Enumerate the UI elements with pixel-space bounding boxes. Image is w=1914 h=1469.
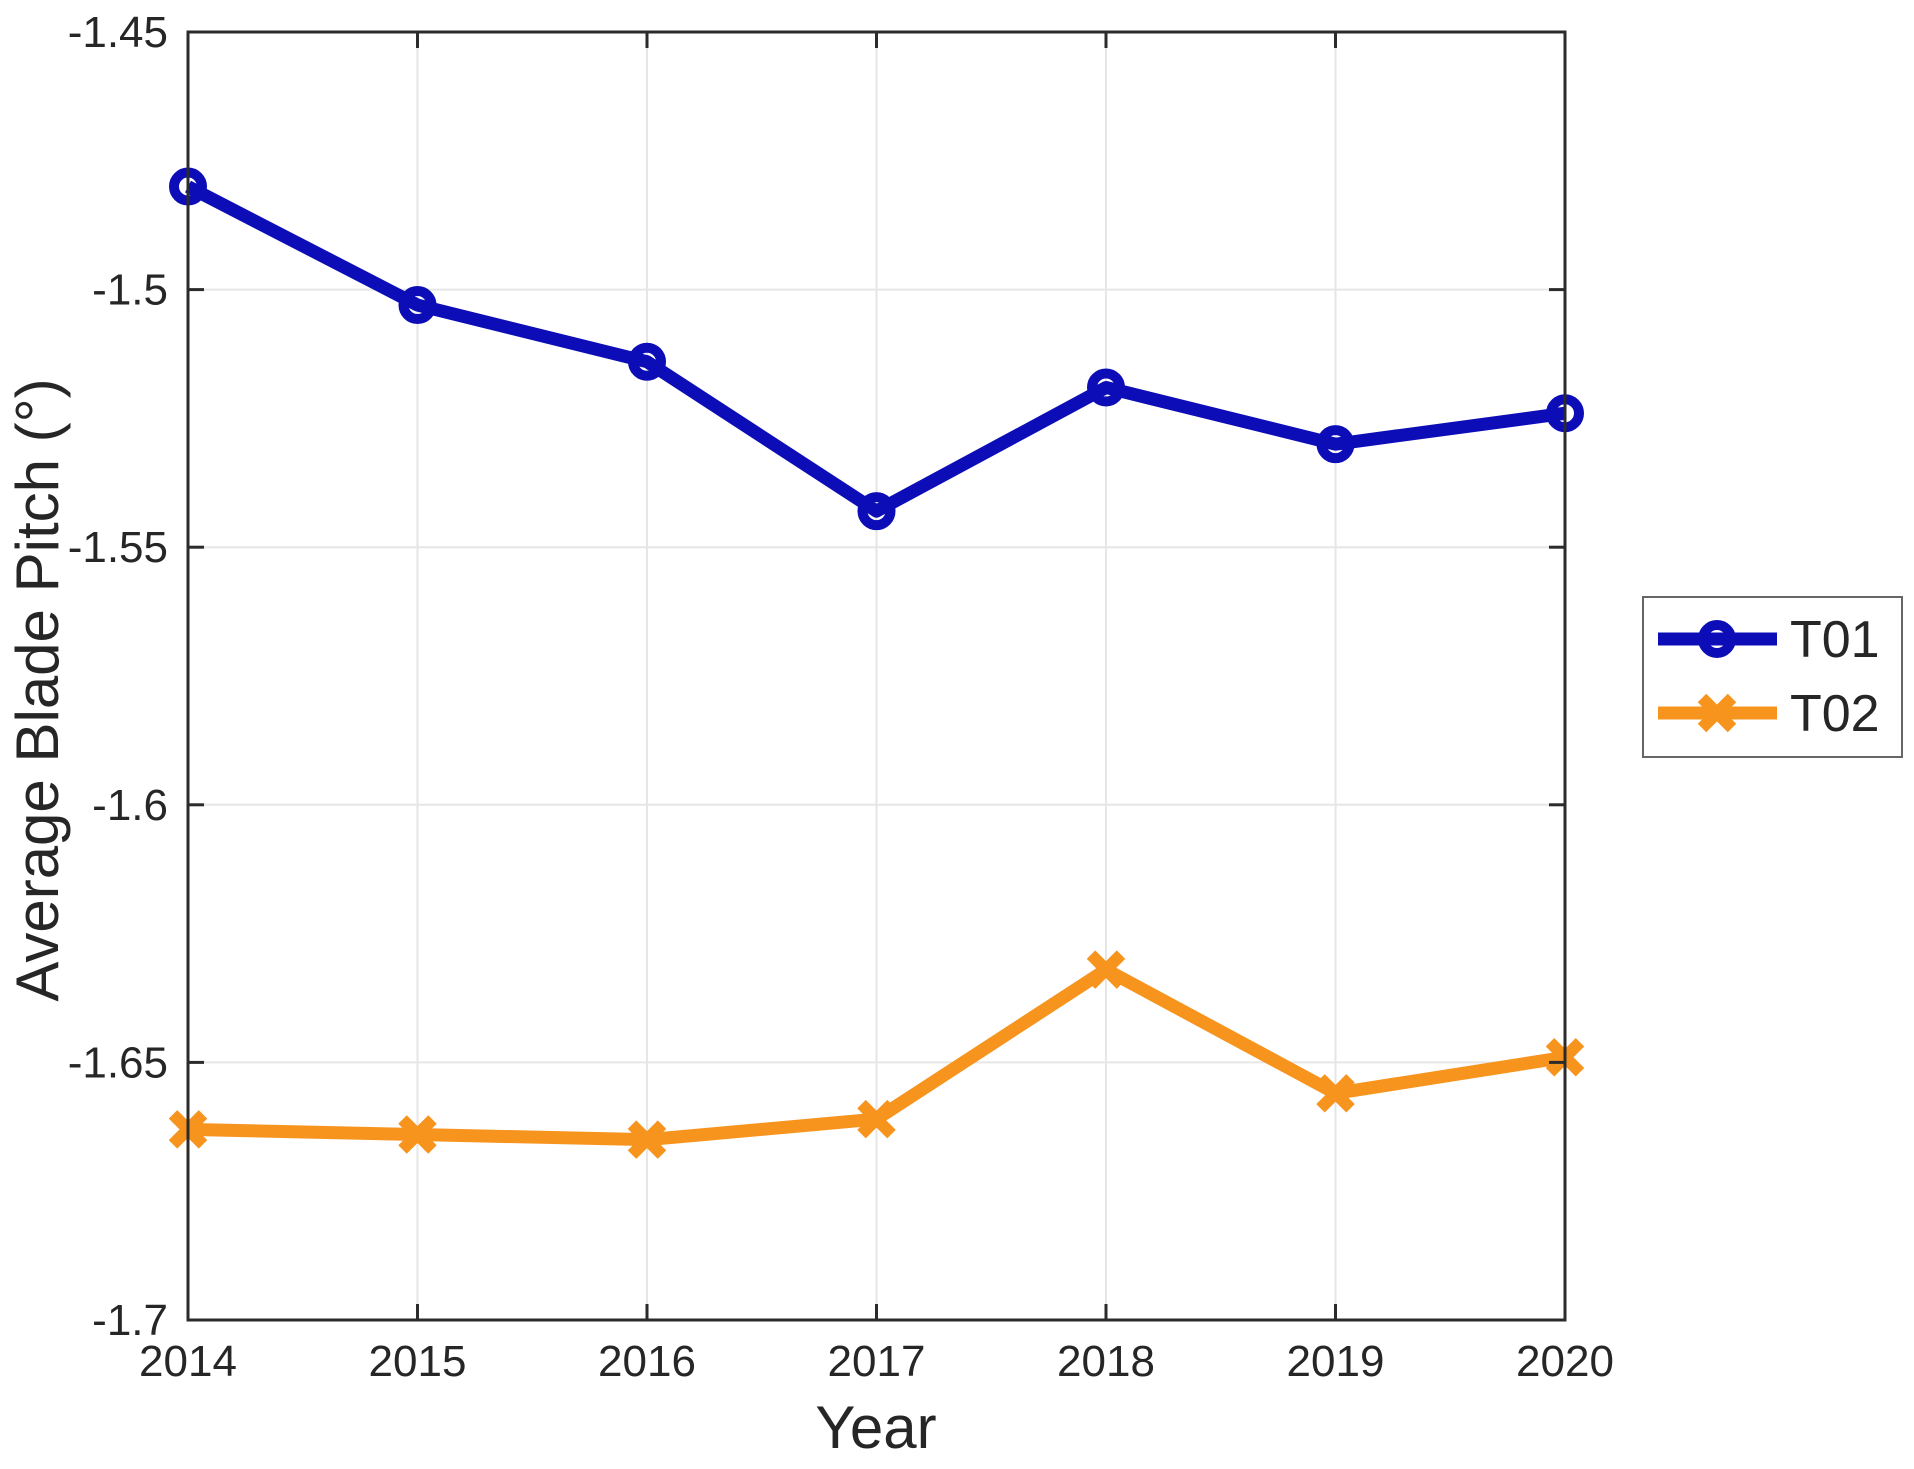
x-tick-label: 2020 — [1516, 1337, 1614, 1386]
x-tick-label: 2016 — [598, 1337, 696, 1386]
series-T01-marker — [857, 492, 896, 531]
y-tick-label: -1.5 — [92, 266, 168, 315]
y-tick-label: -1.65 — [68, 1038, 168, 1087]
legend-item-2-label: T02 — [1790, 685, 1880, 743]
x-tick-label: 2014 — [139, 1337, 237, 1386]
series-T02-marker — [1316, 1074, 1355, 1113]
legend-item-1-marker — [1698, 620, 1736, 658]
series-T01-marker — [1316, 425, 1355, 464]
series-T02-marker — [398, 1115, 437, 1154]
x-tick-label: 2017 — [828, 1337, 926, 1386]
x-axis-label: Year — [815, 1394, 936, 1461]
legend: T01 T02 — [1642, 596, 1903, 758]
y-tick-label: -1.55 — [68, 523, 168, 572]
x-tick-label: 2015 — [369, 1337, 467, 1386]
series-T01-marker — [628, 342, 666, 381]
x-tick-label: 2018 — [1057, 1337, 1155, 1386]
y-tick-label: -1.6 — [92, 781, 168, 830]
axis-layer: 2014 2015 2016 2017 2018 2019 2020 -1.45 -1.5 -1.… — [68, 8, 1614, 1386]
series-T01-marker — [398, 286, 437, 325]
x-tick-label: 2019 — [1287, 1337, 1385, 1386]
legend-item-1-label: T01 — [1790, 611, 1880, 669]
series-T02-marker — [1086, 950, 1126, 989]
y-axis-label: Average Blade Pitch (°) — [4, 378, 71, 1001]
y-tick-label: -1.45 — [68, 8, 168, 57]
series-T02-marker — [627, 1120, 667, 1159]
series-T01-marker — [1087, 368, 1125, 407]
series-T01-line — [185, 180, 1566, 518]
y-tick-label: -1.7 — [92, 1296, 168, 1345]
legend-item-2-marker — [1697, 693, 1737, 733]
series-T02-marker — [857, 1099, 896, 1139]
legend-box — [1642, 596, 1903, 758]
